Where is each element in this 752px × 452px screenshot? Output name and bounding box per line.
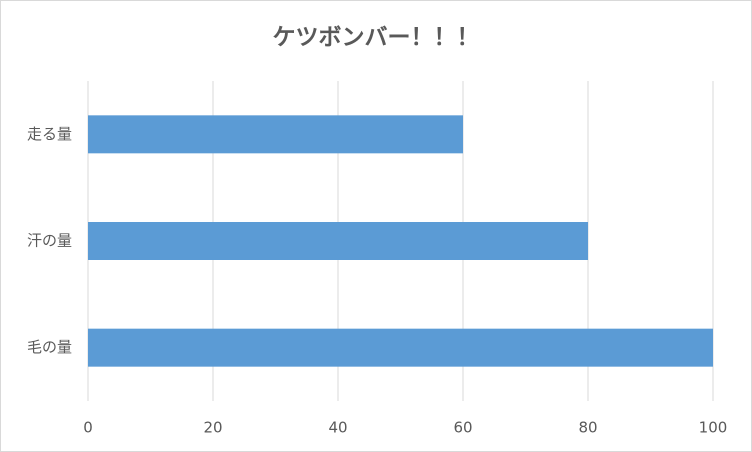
- x-tick-label: 80: [578, 419, 597, 437]
- x-tick-label: 0: [83, 419, 93, 437]
- x-tick-label: 100: [699, 419, 728, 437]
- bar: [88, 115, 463, 154]
- x-tick-label: 20: [203, 419, 222, 437]
- x-tick-label: 40: [328, 419, 347, 437]
- chart-title: ケツボンバー！！！: [273, 25, 480, 51]
- bar: [88, 328, 713, 367]
- y-tick-label: 汗の量: [27, 232, 72, 250]
- x-tick-label: 60: [453, 419, 472, 437]
- y-tick-label: 毛の量: [27, 338, 72, 356]
- bar: [88, 222, 588, 260]
- y-tick-label: 走る量: [27, 125, 72, 143]
